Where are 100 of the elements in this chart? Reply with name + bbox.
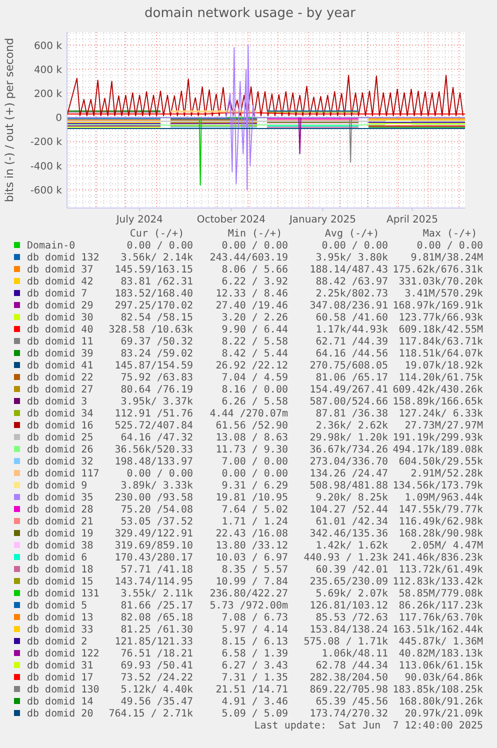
text: 3.55k/ 2.11k [120, 588, 193, 600]
text: 5.97 / 4.14 [222, 624, 288, 636]
x-tick-label: January 2025 [288, 214, 356, 226]
text: 88.42 /63.97 [316, 276, 388, 288]
text: 494.17k/189.08k [392, 444, 483, 456]
text: 143.74/114.95 [114, 576, 193, 588]
text: 75.92 /63.83 [120, 372, 193, 384]
text: 5.09 / 5.09 [222, 708, 288, 720]
text: 282.38/204.50 [310, 672, 388, 684]
text: 609.42k/430.26k [392, 384, 483, 396]
text: 69.93 /50.41 [120, 660, 193, 672]
text: 8.22 / 5.58 [222, 336, 288, 348]
text: 10.99 / 7.84 [216, 576, 288, 588]
legend-label: db domid 34 [27, 408, 94, 420]
text: 173.74/270.32 [310, 708, 388, 720]
text: 123.77k/66.93k [398, 312, 483, 324]
legend-label: db domid 132 [27, 252, 100, 264]
text: 445.87k/ 1.36M [398, 636, 483, 648]
legend-label: db domid 39 [27, 348, 94, 360]
legend-label: db domid 5 [27, 600, 88, 612]
legend-label: db domid 27 [27, 384, 94, 396]
text: 236.80/422.27 [210, 588, 288, 600]
text: 0.00 / 0.00 [126, 240, 193, 252]
text: 81.25 /61.30 [120, 624, 193, 636]
text: 168.80k/91.26k [398, 696, 483, 708]
text: 6.27 / 3.43 [222, 660, 288, 672]
text: Max (-/+) [422, 228, 478, 240]
text: 170.43/280.17 [114, 552, 193, 564]
text: 61.56 /52.90 [216, 420, 288, 432]
text: 7.04 / 4.59 [222, 372, 288, 384]
text: 60.58 /41.60 [316, 312, 388, 324]
y-axis-title: bits in (-) / out (+) per second [3, 38, 16, 202]
legend-label: db domid 6 [27, 552, 88, 564]
text: 5.69k/ 2.07k [316, 588, 388, 600]
legend-label: db domid 7 [27, 288, 88, 300]
text: 508.98/481.88 [310, 480, 388, 492]
text: 163.51k/162.44k [392, 624, 483, 636]
text: 11.73 / 9.30 [216, 444, 288, 456]
text: 168.28k/90.98k [398, 528, 483, 540]
text: 19.81 /10.95 [216, 492, 288, 504]
text: 3.20 / 2.26 [222, 312, 288, 324]
text: 8.15 / 6.13 [222, 636, 288, 648]
text: 61.01 /42.34 [316, 516, 388, 528]
text: 9.31 / 6.29 [222, 480, 288, 492]
legend-label: Domain-0 [27, 240, 76, 252]
text: 69.37 /50.32 [120, 336, 193, 348]
text: 113.72k/61.49k [398, 564, 483, 576]
text: 114.20k/61.75k [398, 372, 483, 384]
text: 147.55k/79.77k [398, 504, 483, 516]
text: 183.52/168.40 [114, 288, 193, 300]
text: 126.81/103.12 [310, 600, 388, 612]
legend-label: db domid 26 [27, 444, 94, 456]
text: 8.35 / 5.57 [222, 564, 288, 576]
text: 80.64 /76.19 [120, 384, 193, 396]
text: 2.91M/52.28k [410, 468, 483, 480]
text: 342.46/135.36 [310, 528, 388, 540]
text: 230.00 /93.58 [114, 492, 193, 504]
text: 19.07k/18.92k [404, 360, 483, 372]
text: 81.06 /65.17 [316, 372, 388, 384]
text: 440.93 / 1.23k [304, 552, 388, 564]
text: 5.73 /972.00m [210, 600, 288, 612]
legend-label: db domid 22 [27, 372, 94, 384]
text: 27.73M/27.97M [404, 420, 483, 432]
text: 7.00 / 0.00 [222, 456, 288, 468]
legend-label: db domid 9 [27, 480, 88, 492]
legend-label: db domid 35 [27, 492, 94, 504]
legend-label: db domid 31 [27, 660, 94, 672]
text: 112.91 /51.76 [114, 408, 193, 420]
text: 188.14/487.43 [310, 264, 388, 276]
text: 73.52 /24.22 [120, 672, 193, 684]
text: 145.87/154.59 [114, 360, 193, 372]
text: 153.84/138.24 [310, 624, 388, 636]
text: 62.71 /44.39 [316, 336, 388, 348]
legend-label: db domid 20 [27, 708, 94, 720]
text: 116.49k/62.98k [398, 516, 483, 528]
legend-label: db domid 21 [27, 516, 94, 528]
text: 575.08 / 1.71k [304, 636, 388, 648]
text: 49.56 /35.47 [120, 696, 193, 708]
text: 21.51 /14.71 [216, 684, 288, 696]
text: 64.16 /47.32 [120, 432, 193, 444]
text: 154.49/267.41 [310, 384, 388, 396]
legend-label: db domid 42 [27, 276, 94, 288]
text: Avg (-/+) [324, 228, 380, 240]
text: 58.85M/779.08k [398, 588, 483, 600]
text: 168.97k/169.91k [392, 300, 483, 312]
text: 1.71 / 1.24 [222, 516, 288, 528]
x-tick-label: October 2024 [196, 214, 266, 226]
text: 3.95k/ 3.80k [316, 252, 388, 264]
x-tick-label: July 2024 [115, 214, 163, 226]
text: 83.24 /59.02 [120, 348, 193, 360]
text: 0.00 / 0.00 [416, 240, 483, 252]
legend-label: db domid 30 [27, 312, 94, 324]
text: 36.67k/734.26 [310, 444, 388, 456]
text: 112.83k/133.42k [392, 576, 483, 588]
text: 4.91 / 3.46 [222, 696, 288, 708]
text: 22.43 /16.08 [216, 528, 288, 540]
text: 319.69/859.10 [114, 540, 193, 552]
text: 0.00 / 0.00 [126, 468, 193, 480]
text: 6.26 / 5.58 [222, 396, 288, 408]
text: 3.89k/ 3.33k [120, 480, 193, 492]
